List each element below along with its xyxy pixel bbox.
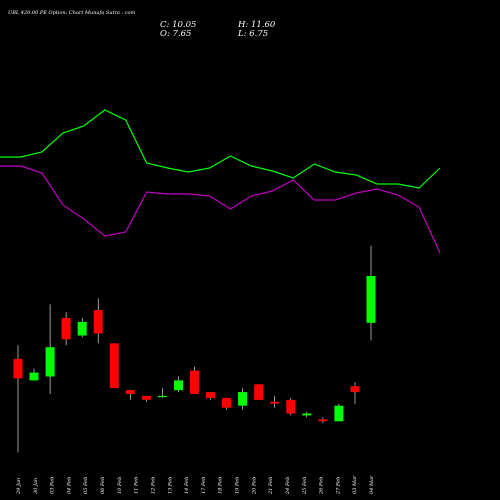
x-tick-label: 20 Feb xyxy=(251,477,257,495)
candle-body xyxy=(318,419,328,422)
candle xyxy=(238,388,248,410)
candle xyxy=(157,388,167,398)
x-tick-label: 21 Feb xyxy=(268,477,274,495)
candle xyxy=(254,384,264,400)
candle-body xyxy=(286,399,296,414)
x-tick-label: 11 Feb xyxy=(134,477,140,494)
candle-body xyxy=(109,343,119,389)
candle-body xyxy=(270,401,280,404)
candle xyxy=(93,298,103,344)
candle xyxy=(77,317,87,338)
candle-body xyxy=(350,386,360,393)
chart-title: UBL 420.00 PE Option: Chart Munafa Sutra… xyxy=(8,10,136,16)
candle xyxy=(109,343,119,389)
x-tick-label: 06 Feb xyxy=(100,477,106,494)
indicator-line-1 xyxy=(0,109,441,189)
indicator-lines xyxy=(0,109,441,254)
candle xyxy=(222,397,232,410)
candle xyxy=(45,304,55,394)
close-value: C: 10.05 xyxy=(160,20,197,30)
x-tick-label: 04 Mar xyxy=(369,475,375,494)
open-value: O: 7.65 xyxy=(160,29,192,39)
candle-body xyxy=(61,317,71,340)
candle xyxy=(302,411,312,418)
x-tick-label: 24 Feb xyxy=(285,477,291,495)
candle xyxy=(206,392,215,400)
candle-body xyxy=(13,358,23,379)
candle xyxy=(334,403,344,422)
candle xyxy=(141,395,151,402)
x-tick-label: 14 Feb xyxy=(184,477,190,494)
x-tick-label: 18 Feb xyxy=(218,477,224,494)
candle-body xyxy=(174,380,183,391)
x-tick-label: 26 Feb xyxy=(319,477,325,495)
x-axis-labels: 29 Jan 30 Jan 03 Feb 04 Feb 05 Feb 06 Feb 10 F… xyxy=(16,475,375,495)
candle xyxy=(29,368,39,381)
high-value: H: 11.60 xyxy=(238,20,276,30)
candle xyxy=(270,395,280,408)
candle-body xyxy=(29,372,39,381)
candle-body xyxy=(190,370,199,394)
candle xyxy=(318,417,328,424)
candle-body xyxy=(302,413,312,416)
candle-body xyxy=(334,405,344,422)
candle-body xyxy=(206,392,215,398)
candle xyxy=(350,382,360,404)
candle xyxy=(190,366,199,394)
x-tick-label: 29 Jan xyxy=(16,478,22,495)
x-tick-label: 25 Feb xyxy=(302,477,308,495)
x-tick-label: 10 Feb xyxy=(117,477,123,494)
candle xyxy=(286,397,296,416)
candle-body xyxy=(254,384,264,400)
candle-body xyxy=(141,395,151,400)
candles xyxy=(13,245,376,453)
candle xyxy=(174,376,183,393)
candle xyxy=(61,312,71,346)
x-tick-label: 04 Feb xyxy=(66,477,72,494)
low-value: L: 6.75 xyxy=(238,29,269,39)
x-tick-label: 17 Feb xyxy=(201,477,207,494)
candle xyxy=(13,345,23,453)
x-tick-label: 05 Feb xyxy=(83,477,89,494)
candle-body xyxy=(157,395,167,398)
x-tick-label: 03 Mar xyxy=(352,475,358,494)
candle-body xyxy=(125,390,135,394)
candle-body xyxy=(366,276,376,323)
candle-body xyxy=(93,310,103,334)
x-tick-label: 12 Feb xyxy=(151,477,157,494)
candle xyxy=(125,390,135,400)
x-tick-label: 13 Feb xyxy=(167,477,173,494)
x-tick-label: 27 Feb xyxy=(335,477,341,495)
candle-body xyxy=(222,397,232,408)
candle xyxy=(366,245,376,341)
x-tick-label: 30 Jan xyxy=(33,478,39,494)
candle-body xyxy=(77,321,87,336)
x-tick-label: 03 Feb xyxy=(50,477,56,494)
candle-body xyxy=(238,392,248,406)
indicator-line-2 xyxy=(0,165,441,254)
x-tick-label: 19 Feb xyxy=(235,477,241,494)
candle-body xyxy=(45,347,55,377)
